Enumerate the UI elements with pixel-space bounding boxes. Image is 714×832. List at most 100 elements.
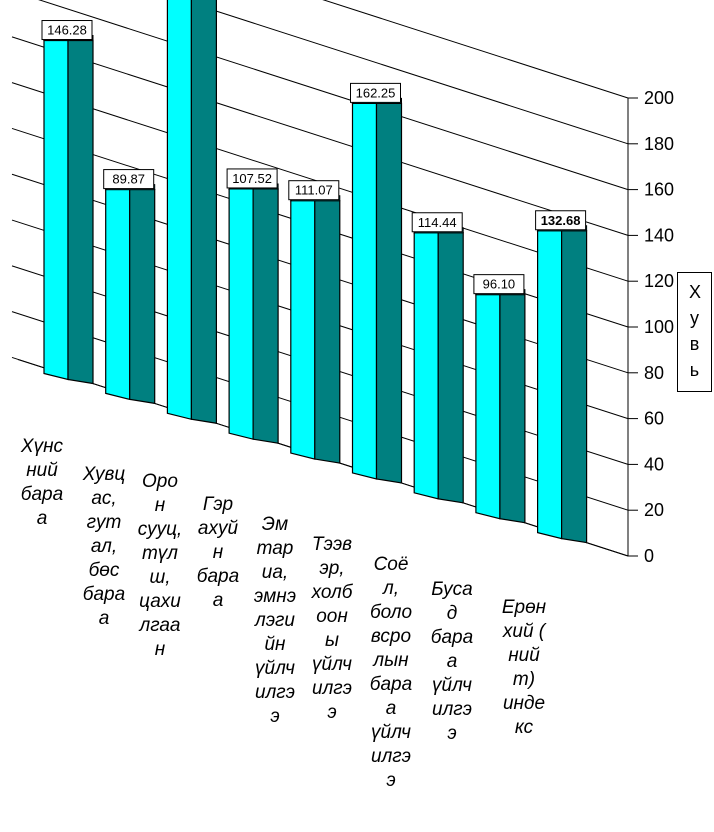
category-label: Буса д бара а үйлч илгэ э [431, 579, 473, 744]
category-label-line: н [155, 495, 166, 516]
category-label-line: иа, [262, 562, 288, 583]
category-label: Оро н сууц, түл ш, цахи лгаа н [138, 471, 182, 660]
bar-side [252, 188, 279, 444]
category-label: Тээв эр, холб оон ы үйлч илгэ э [311, 534, 354, 723]
y-tick-label: 140 [644, 225, 674, 245]
category-label-line: всро [371, 626, 411, 647]
category-label-line: ний [508, 645, 540, 666]
category-label-line: Соё [374, 554, 409, 575]
category-label-line: лгаа [138, 615, 180, 636]
bar-side [375, 102, 403, 484]
category-label-line: бара [21, 484, 63, 505]
bar [351, 97, 403, 484]
category-label-line: холб [311, 582, 354, 603]
category-label-line: бара [197, 566, 239, 587]
y-tick-label: 80 [644, 363, 664, 383]
y-tick-label: 200 [644, 88, 674, 108]
value-label: 111.07 [288, 180, 340, 201]
bar-side [67, 39, 94, 385]
category-label-line: сууц, [138, 519, 182, 540]
bar [166, 0, 217, 424]
bar-front [166, 0, 192, 421]
bar-front [351, 102, 378, 480]
category-label-line: н [213, 542, 224, 563]
bar-front [290, 200, 316, 460]
category-label-line: бөс [89, 560, 120, 581]
value-label-text: 132.68 [541, 213, 581, 228]
value-label-text: 111.07 [295, 183, 333, 198]
x-axis-line [67, 375, 629, 557]
value-label-box [103, 169, 155, 190]
y-tick-label: 0 [644, 546, 654, 566]
value-label-text: 146.28 [47, 23, 87, 38]
bar [413, 227, 464, 504]
category-label-line: Оро [142, 471, 178, 492]
category-label-line: ний [26, 460, 58, 481]
category-label-line: а [37, 508, 48, 529]
category-label-line: Гэр [203, 494, 233, 515]
category-label: Гэр ахуй н бара а [197, 494, 239, 611]
category-label-line: хий ( [502, 621, 547, 642]
category-label-line: т) [513, 669, 535, 690]
category-label-line: тар [257, 538, 294, 559]
category-label-line: а [213, 590, 224, 611]
category-label-line: цахи [139, 591, 181, 612]
category-label-line: үйлч [312, 654, 352, 675]
value-label-box [288, 180, 340, 201]
value-label-text: 162.25 [356, 85, 396, 100]
category-label-line: ахуй [198, 518, 239, 539]
value-label: 132.68 [535, 210, 587, 231]
category-label-line: ас, [91, 488, 116, 509]
category-label: Ерөн хий (ний т) инде кс [502, 597, 547, 738]
category-label: Хүнс ний бара а [20, 436, 64, 529]
category-label-line: үйлч [432, 675, 472, 696]
axes: 0 20 40 60 80 100 120 140 160 180 200 [17, 88, 674, 566]
y-tick-label: 100 [644, 317, 674, 337]
category-label-line: Тээв [312, 534, 352, 555]
value-label: 162.25 [350, 82, 401, 103]
category-label-line: илгэ [255, 682, 295, 703]
bars [42, 0, 588, 544]
bar-front [475, 294, 501, 520]
value-label-box [535, 210, 587, 231]
category-label-line: гут [87, 512, 122, 533]
category-label-line: э [386, 770, 395, 791]
value-label-text: 96.10 [483, 277, 516, 292]
category-label-line: боло [370, 602, 412, 623]
category-label-line: үйлч [255, 658, 295, 679]
y-tick-label: 40 [644, 454, 664, 474]
y-tick-label: 160 [644, 180, 674, 200]
value-label: 96.10 [473, 274, 525, 295]
category-label-line: э [327, 702, 336, 723]
y-tick-label: 120 [644, 271, 674, 291]
value-label-box [411, 212, 463, 233]
value-label-text: 107.52 [232, 171, 272, 186]
bar-side [190, 0, 217, 424]
category-label-line: бара [370, 674, 412, 695]
y-tick-label: 180 [644, 134, 674, 154]
value-label: 146.28 [41, 20, 93, 41]
category-label-line: ы [325, 630, 339, 651]
category-label-line: бара [431, 627, 473, 648]
category-label-line: н [155, 639, 166, 660]
bar-side [314, 200, 341, 464]
value-label-box [350, 82, 401, 103]
value-label-text: 114.44 [418, 215, 457, 230]
category-label-line: инде [503, 693, 545, 714]
category-label: Соё л, боло всро лын бара а үйлч илгэ э [370, 554, 412, 791]
value-label-text: 89.87 [112, 172, 145, 187]
category-label-line: лэги [254, 610, 295, 631]
category-label-line: ш, [149, 567, 170, 588]
gridline [11, 36, 629, 236]
value-label: 107.52 [226, 168, 278, 189]
category-label-line: Эм [262, 514, 288, 535]
bar [536, 225, 588, 544]
category-label-line: л, [382, 578, 399, 599]
category-label-line: эмнэ [254, 586, 296, 607]
category-label-line: түл [142, 543, 178, 564]
value-label-box [226, 168, 278, 189]
gridline [38, 0, 629, 191]
category-label-line: кс [515, 717, 534, 738]
y-tick-label: 20 [644, 500, 664, 520]
